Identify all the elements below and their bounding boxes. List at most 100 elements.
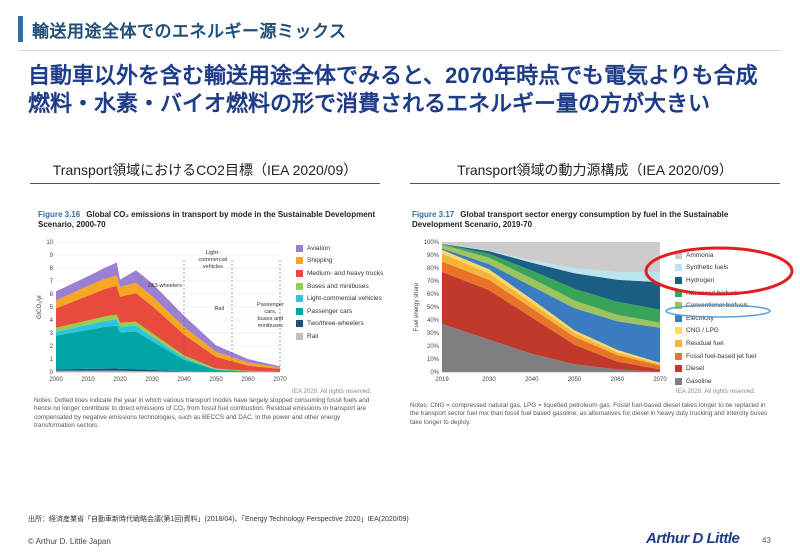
legend-label: Diesel (686, 365, 705, 373)
legend-item-fossil-fuel-based-jet-fuel: Fossil fuel-based jet fuel (675, 350, 756, 363)
y-tick-label: 80% (427, 266, 440, 272)
area-medium-and-heavy-trucks (56, 285, 280, 372)
left-figure-caption: Figure 3.16 Global CO₂ emissions in trans… (38, 210, 378, 230)
x-tick-label: 2070 (653, 377, 667, 383)
legend-item-advanced-biofuels: Advanced biofuels (675, 287, 756, 300)
y-tick-label: 20% (427, 344, 440, 350)
legend-swatch (675, 314, 682, 322)
legend-swatch (675, 289, 682, 297)
section-title: 輸送用途全体でのエネルギー源ミックス (32, 22, 347, 41)
x-tick-label: 2030 (482, 377, 496, 383)
area-advanced-biofuels (442, 243, 660, 323)
legend-swatch (675, 264, 682, 272)
legend-label: Light-commercial vehicles (307, 295, 382, 303)
y-tick-label: 6 (50, 292, 54, 298)
co2-emissions-chart: 0 1 2 3 4 5 6 7 8 9 10 2000 2010 2020 2030 2040 2050 2060… (37, 240, 287, 383)
right-figure-number: Figure 3.17 (412, 210, 455, 219)
y-tick-label: 1 (50, 357, 54, 363)
legend-item-shipping: Shipping (296, 255, 383, 268)
legend-label: Passenger cars (307, 307, 353, 315)
legend-swatch (675, 327, 682, 335)
y-tick-label: 7 (50, 279, 54, 285)
y-tick-label: 30% (427, 331, 440, 337)
y-tick-label: 0% (430, 370, 439, 376)
legend-swatch (296, 244, 303, 252)
y-axis-label: GtCO₂/yr (37, 295, 43, 319)
legend-item-buses-and-minibuses: Buses and minibuses (296, 280, 383, 293)
co2-chart-legend: Aviation Shipping Medium- and heavy trucks… (296, 242, 383, 343)
legend-label: Rail (307, 332, 319, 340)
chart-annotation: Passenger (257, 302, 284, 308)
legend-label: Two/three-wheelers (307, 320, 364, 328)
chart-annotation: 2&3-wheelers (148, 283, 182, 289)
chart-annotation: commercial (198, 257, 227, 263)
legend-label: Synthetic fuels (686, 264, 729, 272)
chart-annotation: buses and (257, 316, 283, 322)
legend-label: Buses and minibuses (307, 282, 369, 290)
x-tick-label: 2040 (525, 377, 539, 383)
legend-item-passenger-cars: Passenger cars (296, 305, 383, 318)
right-source: IEA 2020. All rights reserved. (676, 388, 756, 395)
x-tick-label: 2060 (241, 377, 255, 383)
chart-annotation: Rail (214, 306, 224, 312)
area-electricity (442, 248, 660, 363)
legend-label: Shipping (307, 257, 333, 265)
legend-item-diesel: Diesel (675, 362, 756, 375)
y-tick-label: 90% (427, 253, 440, 259)
chart-annotation: Light- (206, 250, 220, 256)
legend-label: Residual fuel (686, 339, 724, 347)
x-tick-label: 2010 (81, 377, 95, 383)
x-tick-label: 2060 (611, 377, 625, 383)
y-tick-label: 10% (427, 357, 440, 363)
legend-swatch (675, 339, 682, 347)
page-number: 43 (762, 536, 771, 545)
legend-item-cng-lpg: CNG / LPG (675, 325, 756, 338)
y-tick-label: 10 (46, 240, 53, 246)
legend-item-light-commercial-vehicles: Light-commercial vehicles (296, 292, 383, 305)
right-heading-rule (410, 183, 780, 184)
legend-item-gasoline: Gasoline (675, 375, 756, 388)
area-two-three-wheelers (56, 368, 280, 372)
energy-chart-legend: Ammonia Synthetic fuels Hydrogen Advanced b… (675, 249, 756, 388)
legend-label: Conventional biofuels (686, 302, 749, 310)
y-tick-label: 0 (50, 370, 54, 376)
x-tick-label: 2019 (435, 377, 449, 383)
right-figure-title: Global transport sector energy consumpti… (412, 210, 729, 229)
legend-label: CNG / LPG (686, 327, 719, 335)
area-rail (56, 370, 280, 372)
left-figure-title: Global CO₂ emissions in transport by mod… (38, 210, 376, 229)
title-accent-bar (18, 16, 23, 42)
legend-item-two-three-wheelers: Two/three-wheelers (296, 318, 383, 331)
y-tick-label: 9 (50, 253, 54, 259)
area-synthetic-fuels (442, 243, 660, 283)
area-passenger-cars (56, 325, 280, 372)
legend-item-medium-and-heavy-trucks: Medium- and heavy trucks (296, 267, 383, 280)
legend-label: Aviation (307, 244, 331, 252)
legend-swatch (296, 257, 303, 265)
chart-annotation: vehicles (203, 264, 223, 270)
y-tick-label: 100% (424, 240, 440, 246)
x-tick-label: 2050 (209, 377, 223, 383)
chart-annotation: cars, (264, 309, 277, 315)
legend-label: Medium- and heavy trucks (307, 269, 384, 277)
y-tick-label: 60% (427, 292, 440, 298)
legend-item-conventional-biofuels: Conventional biofuels (675, 299, 756, 312)
copyright: © Arthur D. Little Japan (28, 537, 111, 546)
area-residual-fuel (442, 253, 660, 366)
legend-swatch (675, 276, 682, 284)
y-tick-label: 50% (427, 305, 440, 311)
legend-label: Hydrogen (686, 276, 715, 284)
title-divider (18, 50, 782, 51)
area-gasoline (442, 323, 660, 372)
y-tick-label: 3 (50, 331, 54, 337)
left-source: IEA 2020. All rights reserved. (292, 388, 372, 395)
legend-swatch (675, 352, 682, 360)
footer-source: 出所：経済産業省「自動車新時代戦略会議(第1回)資料」(2018/04)、「En… (28, 516, 409, 523)
chart-annotation: minibuses (258, 323, 283, 329)
legend-label: Advanced biofuels (686, 289, 740, 297)
area-conventional-biofuels (442, 244, 660, 328)
y-tick-label: 5 (50, 305, 54, 311)
legend-label: Fossil fuel-based jet fuel (686, 352, 757, 360)
legend-item-ammonia: Ammonia (675, 249, 756, 262)
area-hydrogen (442, 243, 660, 310)
